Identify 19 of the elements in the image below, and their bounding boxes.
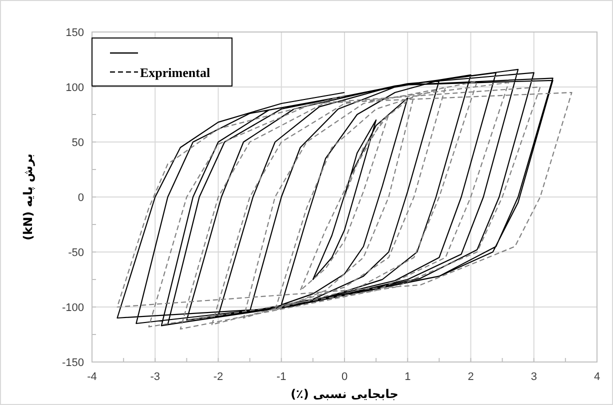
x-axis-title: جابجایی نسبی (٪) — [290, 387, 398, 401]
y-tick-label: 50 — [72, 137, 84, 149]
y-axis-title: برش پایه (kN) — [21, 154, 35, 240]
x-tick-label: -2 — [213, 371, 224, 383]
x-tick-label: -3 — [150, 371, 160, 383]
y-tick-label: 150 — [66, 27, 84, 39]
y-tick-label: -100 — [62, 302, 84, 314]
x-tick-label: -1 — [276, 371, 286, 383]
x-tick-label: 0 — [341, 371, 348, 383]
y-tick-label: -50 — [68, 247, 84, 259]
y-tick-label: 100 — [66, 82, 84, 94]
x-tick-label: 1 — [404, 371, 411, 383]
x-tick-label: 2 — [468, 371, 474, 383]
y-tick-label: 0 — [78, 192, 84, 204]
x-tick-label: 3 — [530, 371, 537, 383]
y-tick-label: -150 — [62, 357, 84, 369]
x-tick-label: -4 — [87, 371, 97, 383]
x-tick-label: 4 — [594, 371, 600, 383]
legend: Exprimental — [92, 38, 232, 86]
